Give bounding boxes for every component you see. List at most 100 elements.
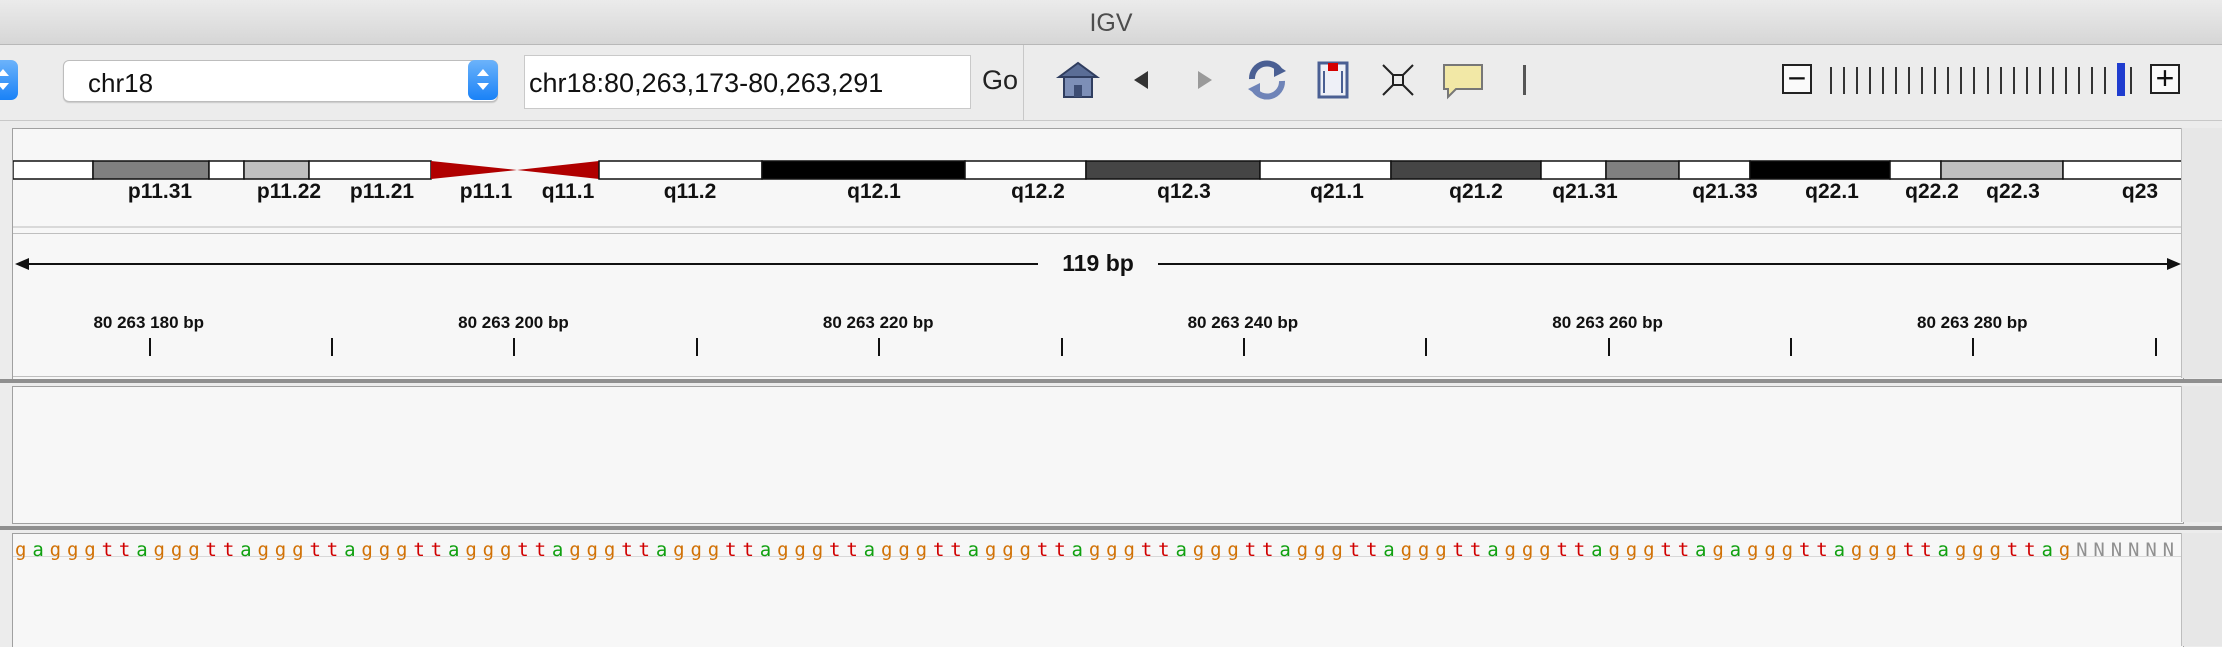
sequence-base: N [2093,539,2105,561]
ruler[interactable]: 119 bp [13,233,2183,377]
zoom-tick[interactable] [1830,67,1832,94]
sequence-base: g [49,539,61,561]
ruler-tick [148,338,151,356]
panel-divider[interactable] [0,379,2222,383]
ideogram-band[interactable] [431,161,517,179]
sequence-base: g [1764,539,1776,561]
ruler-tick-label: 80 263 220 bp [822,313,934,332]
sequence-base: g [1539,539,1551,561]
zoom-tick[interactable] [1882,67,1885,94]
ideogram-band[interactable] [1940,160,2064,180]
ruler-tick [331,338,334,356]
zoom-tick[interactable] [2025,67,2028,94]
sequence-base: t [1816,539,1828,561]
sequence-base: g [1192,539,1205,561]
sequence-base: t [1452,539,1464,561]
band-label: q21.1 [1310,180,1364,203]
zoom-tick[interactable] [1960,67,1963,94]
zoom-tick[interactable] [1973,67,1976,94]
sequence-base: t [222,539,235,561]
ideogram-band[interactable] [308,160,432,180]
sequence-base: g [1954,539,1967,561]
zoom-tick[interactable] [1947,67,1950,94]
forward-icon[interactable] [1182,57,1228,103]
zoom-tick[interactable] [1869,67,1872,94]
ideogram-band[interactable] [13,160,94,180]
zoom-tick[interactable] [2077,67,2080,94]
ideogram-band[interactable] [1605,160,1680,180]
refresh-icon[interactable] [1244,57,1290,103]
zoom-tick[interactable] [2090,67,2093,94]
sequence-base: g [257,539,269,561]
zoom-tick[interactable] [1856,67,1859,94]
popup-info-icon[interactable] [1440,57,1486,103]
sequence-base: g [170,539,183,561]
feature-panel-scrollbar[interactable] [2181,533,2222,646]
ruler-toggle-icon[interactable] [1523,65,1526,95]
zoom-out-button[interactable]: − [1782,60,1812,96]
zoom-tick[interactable] [1843,67,1846,94]
ideogram-band[interactable] [1259,160,1392,180]
sequence-base: a [1591,539,1603,561]
home-icon[interactable] [1055,57,1101,103]
zoom-tick[interactable] [1895,67,1898,94]
data-panel-scrollbar[interactable] [2181,386,2222,522]
ideogram-band[interactable] [243,160,310,180]
sequence-base: t [534,539,546,561]
zoom-tick[interactable] [2038,67,2041,94]
ruler-tick-label: 80 263 260 bp [1552,313,1663,332]
ideogram-band[interactable] [1540,160,1607,180]
zoom-tick[interactable] [1999,67,2002,94]
ideogram-band[interactable] [92,160,210,180]
zoom-tick[interactable] [2116,63,2125,96]
locus-input[interactable]: chr18:80,263,173-80,263,291 [524,55,971,109]
ideogram-band[interactable] [1085,160,1261,180]
chromosome-dropdown[interactable]: chr18 [63,60,498,102]
ideogram-band[interactable] [1749,160,1891,180]
ruler-tick [1607,338,1610,356]
chromosome-dropdown-stepper[interactable] [468,60,498,100]
zoom-tick[interactable] [2012,67,2015,94]
zoom-tick[interactable] [2130,67,2132,94]
sequence-base: g [569,539,581,561]
panel-divider[interactable] [0,526,2222,530]
resize-icon[interactable] [1375,57,1421,103]
sequence-base: N [2110,539,2123,561]
zoom-tick[interactable] [2103,67,2106,94]
zoom-tick[interactable] [2064,67,2067,94]
back-icon[interactable] [1118,57,1164,103]
region-of-interest-icon[interactable] [1310,57,1356,103]
ideogram-band[interactable] [1889,160,1942,180]
ideogram-band[interactable] [2062,160,2183,180]
sequence-base: t [413,539,425,561]
sequence-base: g [1643,539,1655,561]
ideogram-band[interactable] [761,160,966,180]
sequence-base: g [1019,539,1031,561]
sequence-base: g [707,539,720,561]
band-label: q11.1 [541,180,595,203]
go-button[interactable]: Go [982,65,1019,95]
sequence-base: a [2041,539,2053,561]
zoom-tick[interactable] [1934,67,1937,94]
zoom-in-button[interactable]: + [2150,60,2180,96]
ideogram-band[interactable] [598,160,763,180]
sequence-base: t [118,539,131,561]
zoom-tick[interactable] [1986,67,1989,94]
header-scrollbar[interactable] [2181,128,2222,378]
ideogram-band[interactable] [517,161,599,179]
genome-dropdown-stepper[interactable] [0,60,18,100]
ideogram-band[interactable] [1390,160,1542,180]
sequence-base: a [1833,539,1845,561]
ideogram-band[interactable] [1678,160,1751,180]
sequence-base: g [1435,539,1447,561]
zoom-tick[interactable] [2051,67,2054,94]
sequence-base: N [2076,539,2088,561]
chromosome-ideogram[interactable] [13,157,2183,197]
window-title: IGV [1089,9,1133,37]
sequence-base: g [1123,539,1135,561]
zoom-tick[interactable] [1921,67,1924,94]
zoom-tick[interactable] [1908,67,1911,94]
ideogram-band[interactable] [964,160,1087,180]
ideogram-band[interactable] [208,160,245,180]
sequence-base: t [950,539,962,561]
